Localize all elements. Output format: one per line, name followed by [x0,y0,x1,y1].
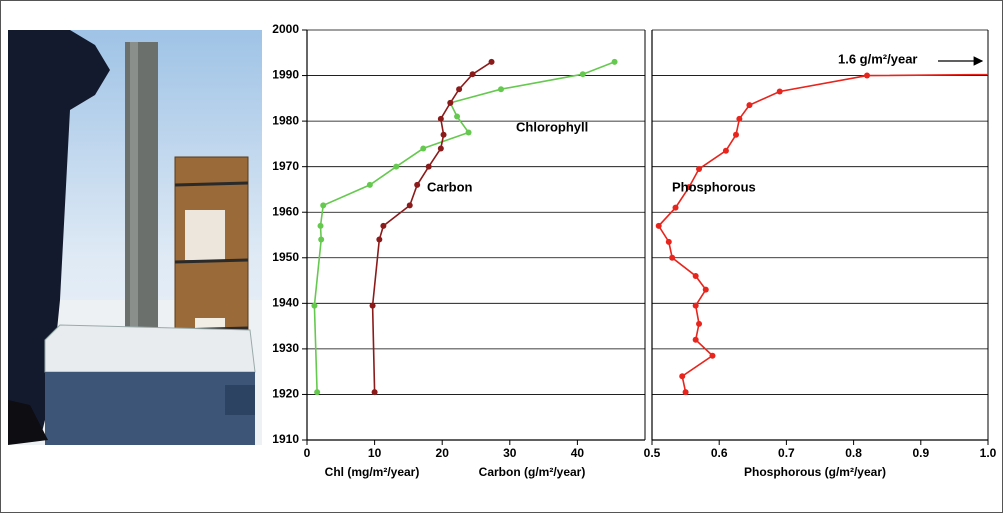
data-point [369,302,376,309]
series-label: Carbon [427,179,473,194]
data-point [311,302,318,309]
data-point [709,352,716,359]
data-point [317,222,324,229]
data-point [679,373,686,380]
data-point [376,236,383,243]
data-point [465,129,472,136]
data-point [692,336,699,343]
data-point [611,58,618,65]
data-point [440,131,447,138]
data-point [437,115,444,122]
x-tick-label: 0.9 [912,446,929,460]
data-point [864,72,871,79]
x-axis-label: Phosphorous (g/m²/year) [744,465,886,479]
data-point [722,147,729,154]
y-tick-label: 1990 [272,68,299,82]
data-point [685,184,692,191]
data-point [488,58,495,65]
data-point [665,238,672,245]
y-tick-label: 1920 [272,387,299,401]
y-tick-label: 1910 [272,432,299,446]
data-point [696,165,703,172]
data-point [669,254,676,261]
series-label: Chlorophyll [516,119,588,134]
plots: 1910192019301940195019601970198019902000… [272,22,997,479]
data-point [682,389,689,396]
annotation: 1.6 g/m²/year [838,51,918,66]
data-point [437,145,444,152]
data-point [414,181,421,188]
y-tick-label: 1970 [272,159,299,173]
clip-group [655,72,988,396]
y-tick-label: 2000 [272,22,299,36]
x-tick-label: 30 [503,446,517,460]
data-point [314,389,321,396]
data-point [672,204,679,211]
data-point [318,236,325,243]
y-tick-label: 1980 [272,113,299,127]
data-point [655,222,662,229]
x-tick-label: 0.6 [711,446,728,460]
data-point [320,202,327,209]
x-axis-label: Carbon (g/m²/year) [479,465,586,479]
data-point [393,163,400,170]
data-point [692,273,699,279]
data-point [425,163,432,170]
data-point [692,302,699,309]
x-axis-label: Chl (mg/m²/year) [325,465,420,479]
x-tick-label: 0 [304,446,311,460]
x-tick-label: 0.5 [644,446,661,460]
data-point [579,71,586,78]
x-tick-label: 0.8 [845,446,862,460]
x-tick-label: 40 [571,446,585,460]
x-tick-label: 0.7 [778,446,795,460]
y-tick-label: 1960 [272,204,299,218]
data-point [776,88,783,95]
x-tick-label: 20 [436,446,450,460]
y-tick-label: 1930 [272,341,299,355]
data-point [498,86,505,93]
x-tick-label: 1.0 [980,446,997,460]
y-tick-label: 1950 [272,250,299,264]
x-tick-label: 10 [368,446,382,460]
data-point [733,131,739,138]
data-point [420,145,427,152]
data-point [366,181,373,188]
data-point [736,115,743,122]
data-point [371,389,378,396]
data-point [447,99,454,106]
data-point [696,320,703,327]
data-point [406,202,413,209]
data-point [702,286,709,293]
y-tick-label: 1940 [272,296,299,310]
data-point [469,71,476,78]
data-point [456,86,463,93]
data-point [380,222,387,229]
data-point [454,113,461,120]
series-label: Phosphorous [672,179,756,194]
data-point [746,102,753,109]
photo [8,30,262,445]
